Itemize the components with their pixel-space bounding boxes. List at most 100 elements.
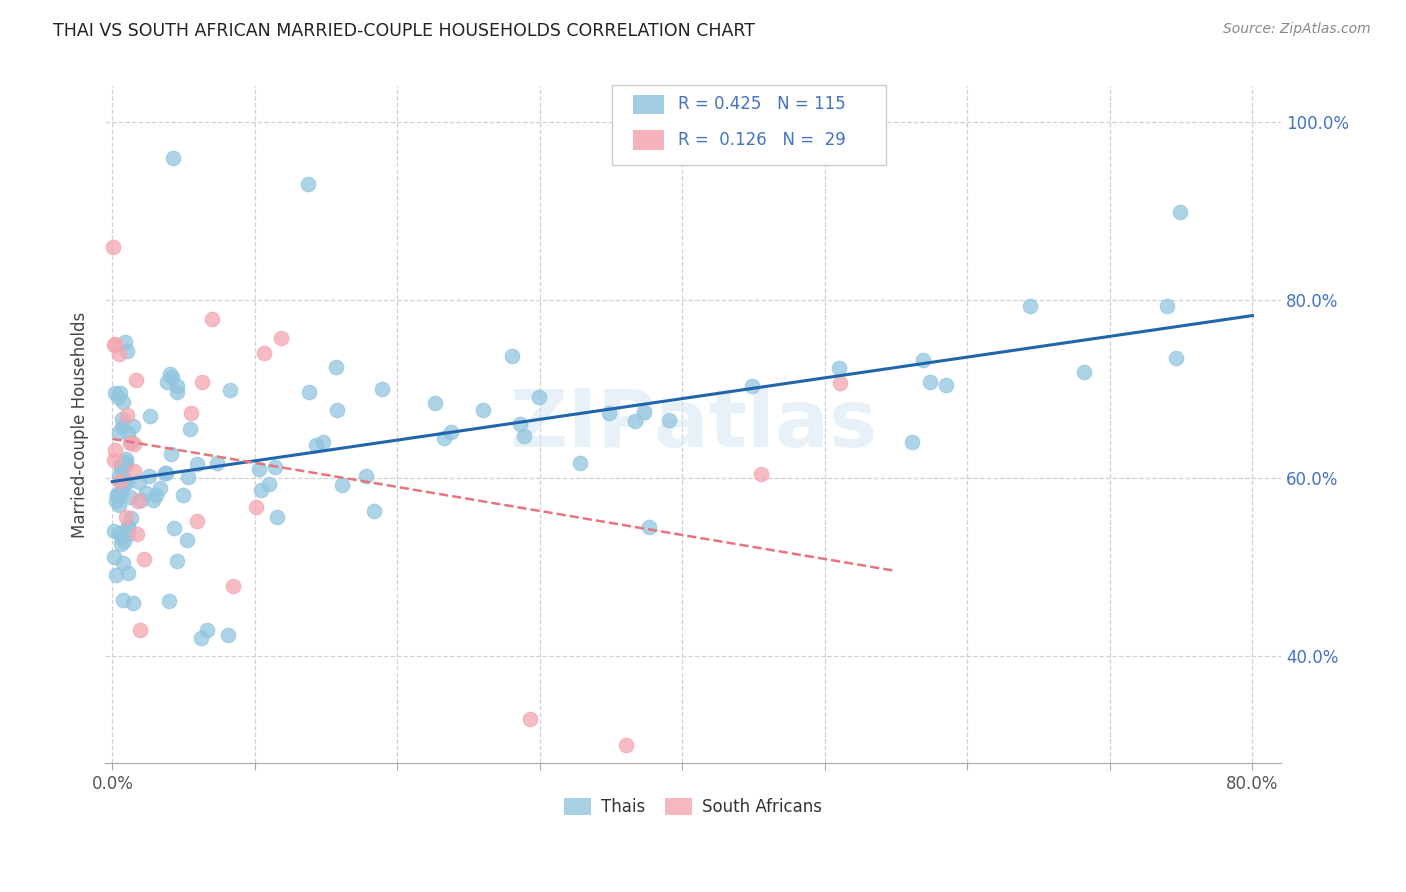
Text: Source: ZipAtlas.com: Source: ZipAtlas.com [1223, 22, 1371, 37]
Point [103, 524, 125, 539]
Point [115, 475, 138, 489]
Point [103, 550, 125, 565]
Point [121, 596, 143, 610]
Point [117, 526, 139, 541]
Point [172, 488, 194, 502]
Point [935, 378, 957, 392]
Point [115, 509, 138, 524]
Point [105, 487, 128, 501]
Point [363, 504, 385, 518]
Point [166, 554, 188, 568]
Point [245, 500, 267, 515]
Point [900, 434, 922, 449]
Point [325, 360, 347, 375]
Point [114, 455, 136, 469]
Point [107, 499, 129, 513]
Point [160, 447, 183, 461]
Point [108, 469, 131, 483]
Point [201, 312, 224, 326]
Point [250, 483, 273, 497]
Point [108, 347, 131, 361]
Point [180, 406, 202, 420]
Point [205, 457, 228, 471]
Point [176, 533, 198, 547]
Point [433, 431, 456, 445]
Point [163, 521, 186, 535]
Point [112, 593, 135, 607]
Point [111, 557, 134, 571]
Point [111, 395, 134, 409]
Point [191, 375, 214, 389]
Point [120, 510, 142, 524]
Point [501, 349, 523, 363]
Point [127, 493, 149, 508]
Point [120, 490, 142, 504]
Point [658, 413, 681, 427]
Point [157, 594, 180, 608]
Point [614, 739, 637, 753]
Point [110, 420, 132, 434]
Point [149, 481, 172, 495]
Point [637, 520, 659, 534]
Point [112, 533, 135, 548]
Point [104, 442, 127, 457]
Point [117, 566, 139, 580]
Point [122, 437, 145, 451]
Point [107, 390, 129, 404]
Point [132, 551, 155, 566]
Point [177, 470, 200, 484]
Point [179, 422, 201, 436]
Point [266, 509, 288, 524]
Point [118, 435, 141, 450]
Point [110, 537, 132, 551]
Point [598, 406, 620, 420]
Point [190, 632, 212, 646]
Point [117, 520, 139, 534]
Point [749, 467, 772, 482]
Point [104, 337, 127, 351]
Point [741, 378, 763, 392]
Point [120, 435, 142, 450]
Point [529, 390, 551, 404]
Point [135, 486, 157, 500]
Point [108, 475, 131, 489]
Point [509, 417, 531, 431]
Point [513, 429, 536, 443]
Point [247, 462, 270, 476]
Point [423, 396, 446, 410]
Point [110, 458, 132, 472]
Point [911, 352, 934, 367]
Point [371, 383, 394, 397]
Text: ZIPatlas: ZIPatlas [509, 385, 877, 464]
Point [110, 474, 132, 488]
Point [166, 385, 188, 400]
Point [103, 337, 125, 351]
Point [110, 461, 132, 475]
Text: THAI VS SOUTH AFRICAN MARRIED-COUPLE HOUSEHOLDS CORRELATION CHART: THAI VS SOUTH AFRICAN MARRIED-COUPLE HOU… [53, 22, 755, 40]
Point [221, 579, 243, 593]
Point [569, 456, 592, 470]
Point [105, 494, 128, 508]
Point [828, 376, 851, 391]
Point [920, 376, 942, 390]
Point [110, 487, 132, 501]
Point [218, 383, 240, 397]
Point [1073, 365, 1095, 379]
Point [131, 493, 153, 508]
Point [110, 528, 132, 542]
Point [325, 403, 347, 417]
Point [125, 527, 148, 541]
Point [162, 369, 184, 384]
Point [129, 623, 152, 637]
Y-axis label: Married-couple Households: Married-couple Households [72, 311, 89, 538]
Point [257, 476, 280, 491]
Point [105, 488, 128, 502]
Point [1164, 351, 1187, 365]
Legend: Thais, South Africans: Thais, South Africans [558, 791, 828, 822]
Point [108, 385, 131, 400]
Point [128, 475, 150, 490]
Point [270, 331, 292, 345]
Point [519, 712, 541, 726]
Point [1018, 299, 1040, 313]
Point [117, 519, 139, 533]
